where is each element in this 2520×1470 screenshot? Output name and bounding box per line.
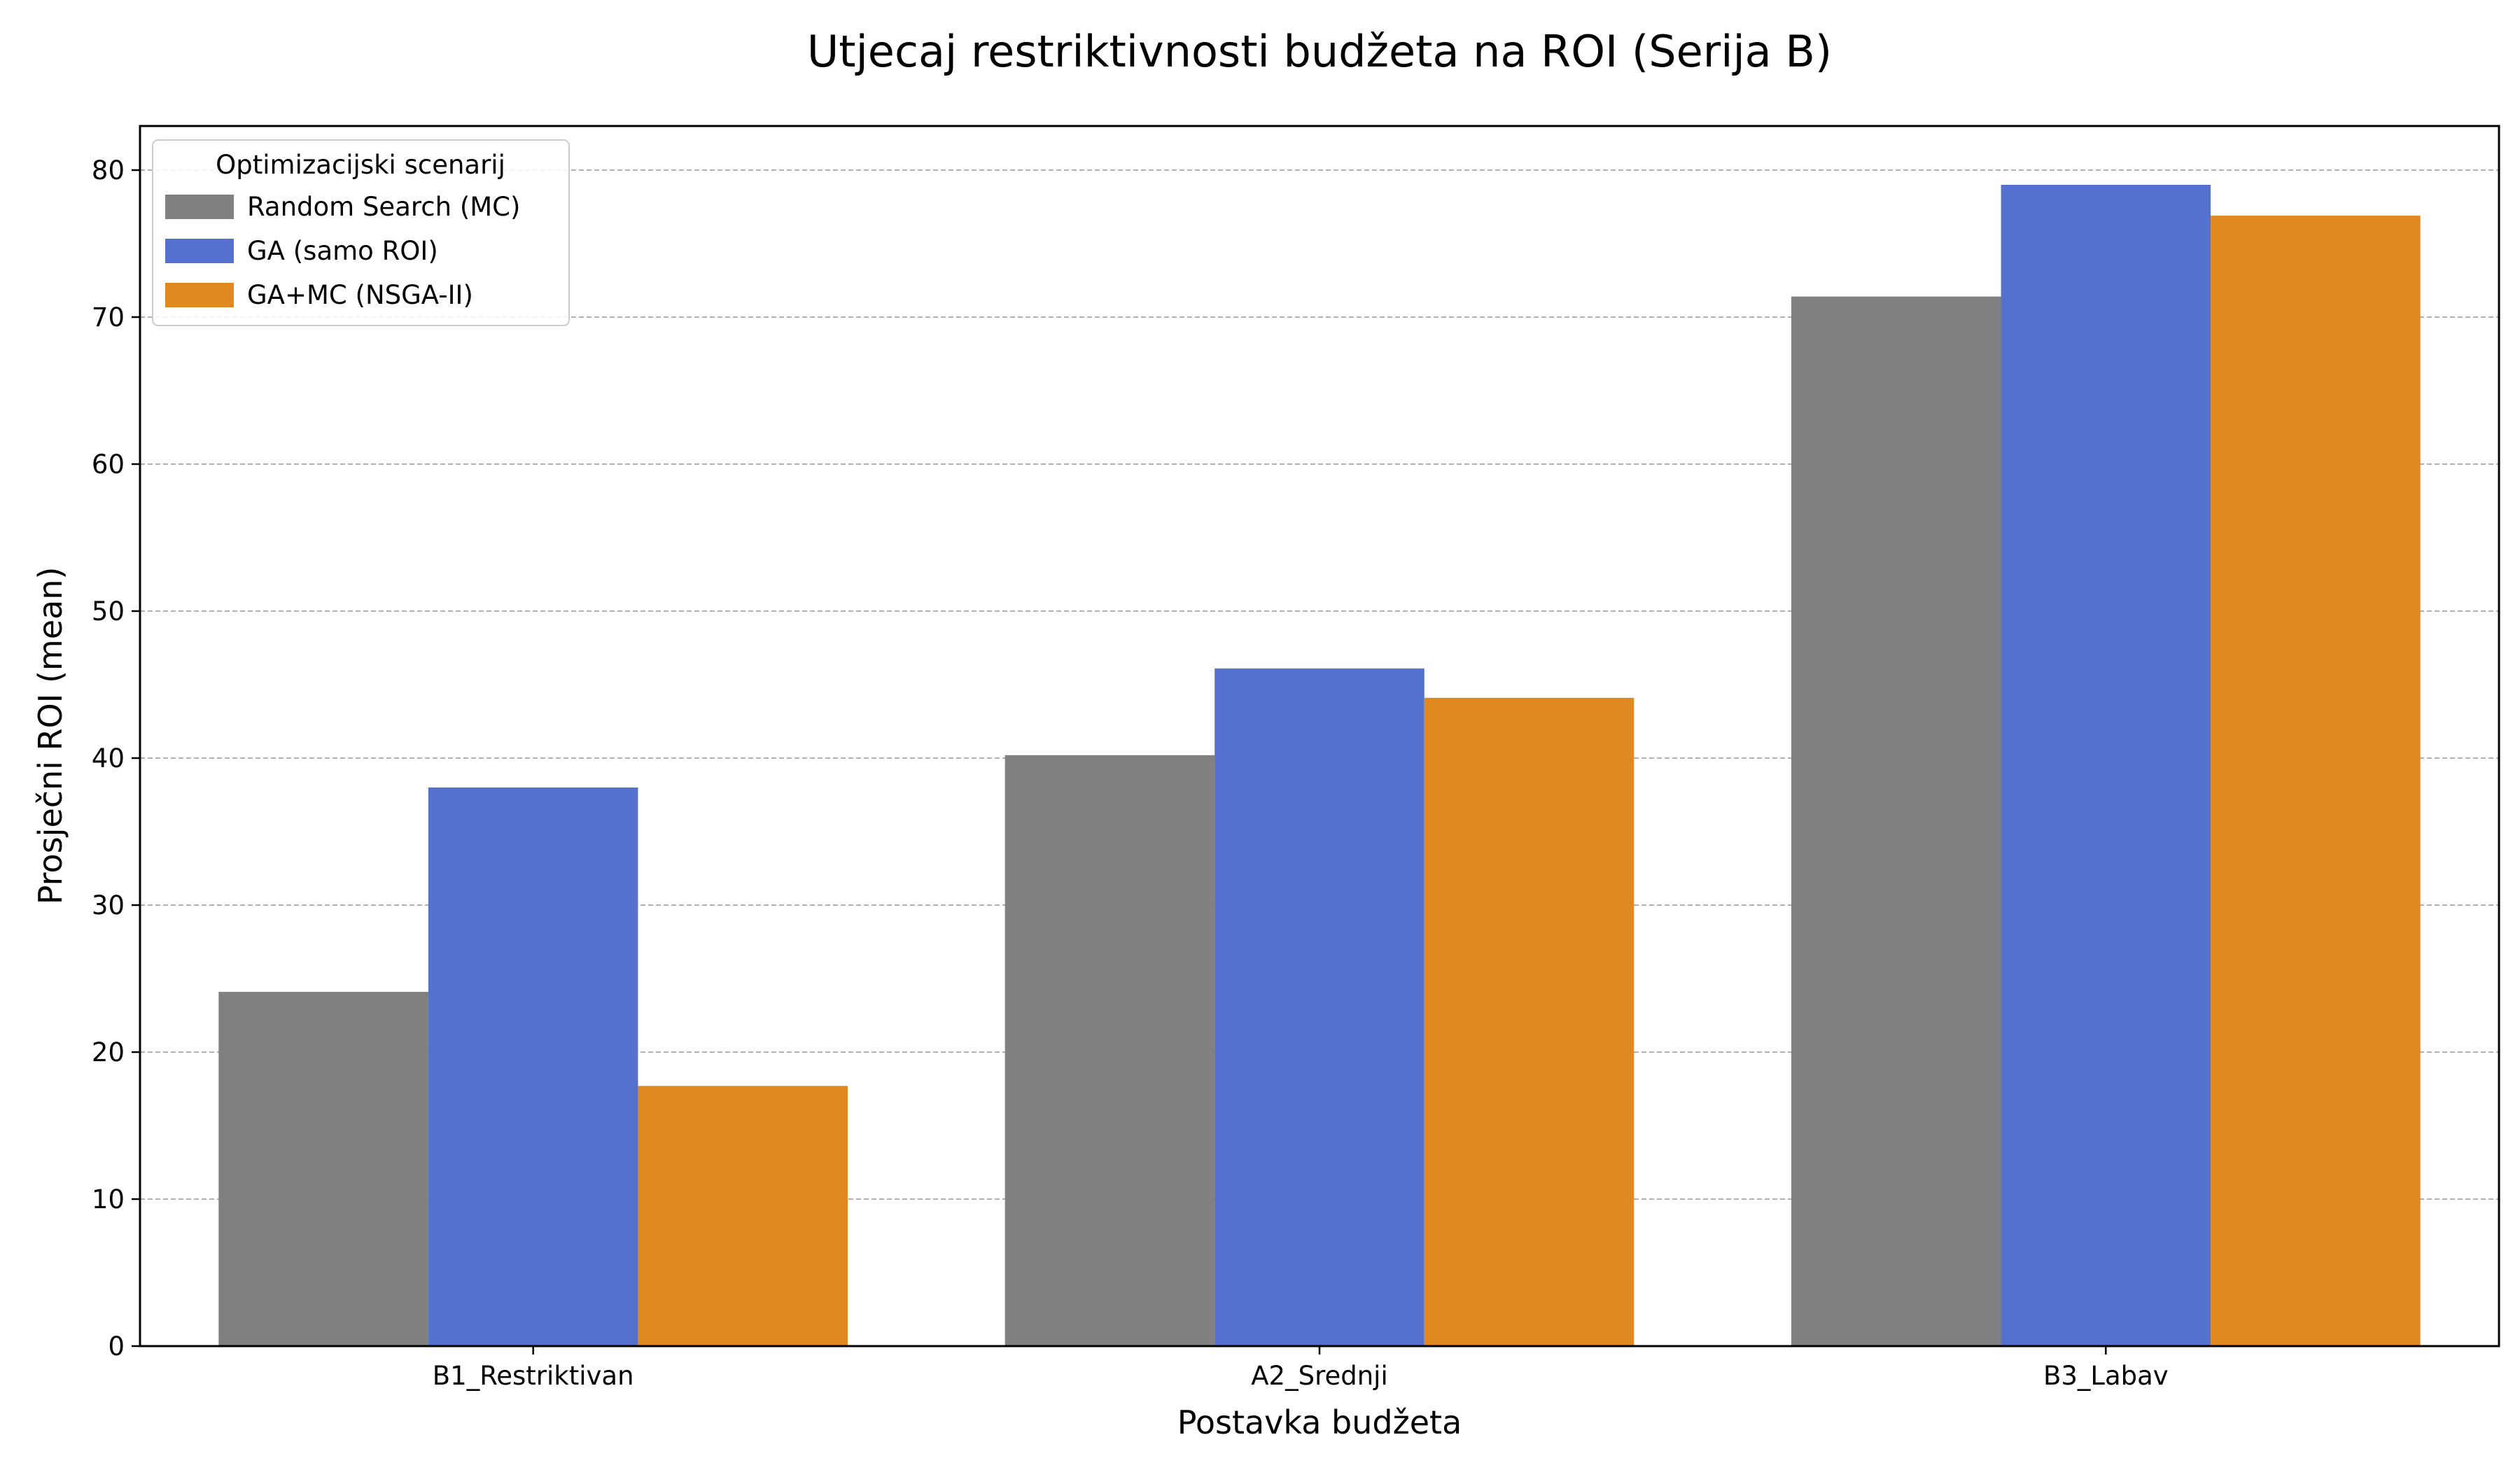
bar-A2_Srednji-series-2 xyxy=(1214,668,1424,1346)
legend-box xyxy=(152,139,570,326)
x-tick-label: A2_Srednji xyxy=(1251,1361,1388,1391)
y-tick-label: 40 xyxy=(92,743,125,774)
bar-B1_Restriktivan-series-2 xyxy=(428,788,638,1346)
bar-B1_Restriktivan-series-3 xyxy=(638,1086,848,1346)
y-axis-ticks: 0 10 20 30 40 50 60 70 80 xyxy=(92,155,140,1362)
y-tick-label: 60 xyxy=(92,449,125,479)
chart-title: Utjecaj restriktivnosti budžeta na ROI (… xyxy=(807,26,1832,77)
bar-B1_Restriktivan-series-1 xyxy=(218,991,428,1346)
y-tick-label: 70 xyxy=(92,302,125,332)
x-axis-ticks: B1_Restriktivan A2_Srednji B3_Labav xyxy=(433,1346,2169,1391)
x-axis-title: Postavka budžeta xyxy=(1177,1404,1462,1441)
bar-A2_Srednji-series-1 xyxy=(1004,755,1215,1346)
legend-swatch xyxy=(165,283,234,307)
legend-entries: Random Search (MC) GA (samo ROI) GA+MC (NS… xyxy=(165,192,520,310)
bar-B3_Labav-series-1 xyxy=(1791,296,2001,1347)
y-tick-label: 80 xyxy=(92,155,125,186)
x-tick-label: B1_Restriktivan xyxy=(433,1361,634,1391)
y-tick-label: 50 xyxy=(92,596,125,626)
y-axis-title: Prosječni ROI (mean) xyxy=(31,567,69,905)
bar-B3_Labav-series-2 xyxy=(2001,185,2211,1346)
legend-label: Random Search (MC) xyxy=(247,192,520,222)
bar-A2_Srednji-series-3 xyxy=(1424,697,1634,1346)
y-tick-label: 20 xyxy=(92,1037,125,1068)
legend-label: GA (samo ROI) xyxy=(247,236,438,266)
legend-label: GA+MC (NSGA-II) xyxy=(247,280,473,310)
legend-title: Optimizacijski scenarij xyxy=(216,150,505,180)
y-tick-label: 10 xyxy=(92,1184,125,1214)
y-tick-label: 30 xyxy=(92,890,125,920)
legend-swatch xyxy=(165,239,234,263)
legend-swatch xyxy=(165,195,234,219)
y-tick-label: 0 xyxy=(108,1331,125,1362)
legend: Optimizacijski scenarij Random Search (M… xyxy=(152,139,570,326)
bar-B3_Labav-series-3 xyxy=(2211,216,2421,1347)
bars xyxy=(218,185,2421,1347)
x-tick-label: B3_Labav xyxy=(2043,1361,2169,1391)
